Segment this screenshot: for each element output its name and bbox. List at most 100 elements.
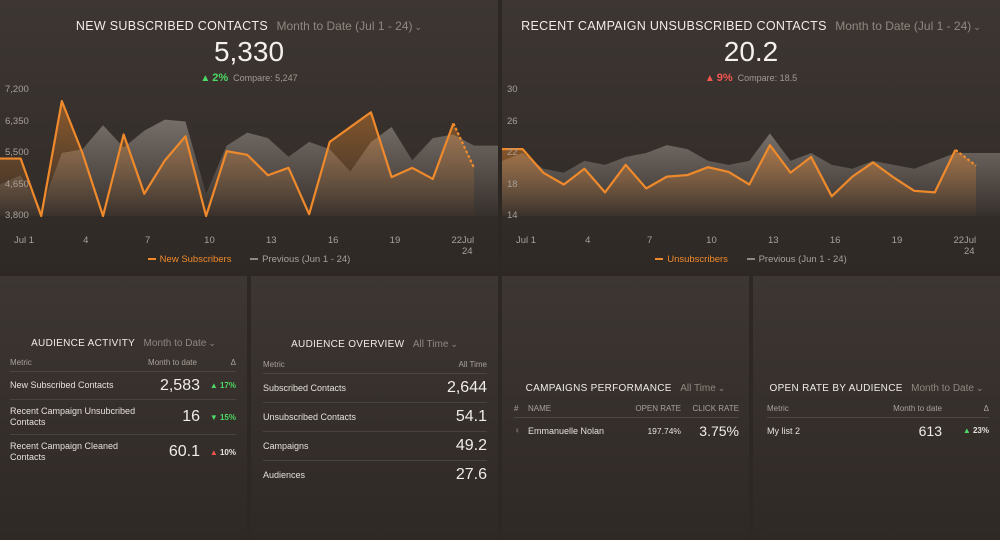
metric-name: My list 2 <box>767 425 801 436</box>
audience-overview-table: Metric All Time Subscribed Contacts 2,644… <box>263 360 487 490</box>
x-tick-label: 19 <box>389 235 401 246</box>
column-header: Δ <box>200 358 236 372</box>
period-selector[interactable]: Month to Date (Jul 1 - 24) ⌄ <box>835 19 981 33</box>
table-row[interactable]: My list 2 613 ▲ 23% <box>767 418 989 444</box>
kpi-value: 20.2 <box>723 36 779 67</box>
widget-title: NEW SUBSCRIBED CONTACTS <box>75 19 269 33</box>
metric-value: 2,644 <box>419 373 487 403</box>
x-tick-label: Jul 1 <box>515 235 537 246</box>
x-tick-label: 4 <box>83 235 89 246</box>
metric-value: 49.2 <box>419 431 487 461</box>
metric-value: 2,583 <box>145 371 200 400</box>
delta-value: 15% <box>219 412 236 422</box>
legend-item-previous[interactable]: Previous (Jun 1 - 24) <box>250 254 350 265</box>
x-tick-label: 22 <box>451 235 463 246</box>
chart-legend: Unsubscribers Previous (Jun 1 - 24) <box>502 254 1000 265</box>
triangle-up-icon: ▲ <box>704 73 715 84</box>
triangle-up-icon: ▲ <box>209 381 220 390</box>
series-current-projection <box>954 148 977 167</box>
open-rate-table: Metric Month to date Δ My list 2 613 ▲ 23% <box>767 404 989 444</box>
delta-cell: ▲ 23% <box>942 418 989 444</box>
x-tick-label: 16 <box>829 235 841 246</box>
legend-item-current[interactable]: Unsubscribers <box>655 254 728 265</box>
x-tick-label: 13 <box>768 235 779 246</box>
column-header: # <box>514 404 528 418</box>
table-row[interactable]: Subscribed Contacts 2,644 <box>263 373 487 403</box>
x-tick-label: 7 <box>144 235 151 246</box>
delta-cell: ▲ 10% <box>200 435 236 470</box>
x-tick-label: 10 <box>706 235 717 246</box>
audience-activity-widget: AUDIENCE ACTIVITY Month to Date ⌄ Metric … <box>0 276 247 540</box>
metric-name: Campaigns <box>263 431 420 461</box>
delta-cell: ▼ 15% <box>200 399 236 435</box>
table-row[interactable]: Unsubscribed Contacts 54.1 <box>263 402 487 432</box>
compare-text: Compare: 5,247 <box>233 73 298 83</box>
delta-value: 23% <box>972 426 989 436</box>
x-tick-label: Jul 24 <box>462 235 475 257</box>
triangle-down-icon: ▼ <box>209 412 220 422</box>
y-tick-label: 6,350 <box>5 115 29 127</box>
metric-value: 613 <box>918 422 942 439</box>
chevron-down-icon: ⌄ <box>208 338 216 348</box>
period-selector[interactable]: Month to Date ⌄ <box>143 338 216 349</box>
column-header: Metric <box>263 360 420 374</box>
series-current-line[interactable] <box>0 100 455 218</box>
table-row[interactable]: Recent Campaign Cleaned Contacts 60.1 ▲ 10… <box>10 435 236 470</box>
y-tick-label: 18 <box>507 178 518 190</box>
open-rate-by-audience-widget: OPEN RATE BY AUDIENCE Month to Date ⌄ Met… <box>753 276 1000 540</box>
legend-item-current[interactable]: New Subscribers <box>147 254 231 265</box>
delta-value: 10% <box>219 447 236 457</box>
period-selector[interactable]: Month to Date ⌄ <box>911 383 984 394</box>
table-row[interactable]: Audiences 27.6 <box>263 461 487 490</box>
metric-value: 27.6 <box>455 466 487 484</box>
period-selector[interactable]: All Time ⌄ <box>680 383 726 394</box>
click-rate: 3.75% <box>699 422 739 439</box>
delta-value: 17% <box>219 381 236 390</box>
chevron-down-icon: ⌄ <box>975 383 984 393</box>
x-tick-label: 22 <box>953 235 965 246</box>
x-tick-label: 16 <box>327 235 339 246</box>
chevron-down-icon: ⌄ <box>717 383 726 393</box>
kpi-change: 2% <box>212 72 229 84</box>
series-current-projection <box>452 122 475 169</box>
kpi-compare: ▲ 9% Compare: 18.5 <box>502 72 1000 84</box>
table-row[interactable]: Recent Campaign Unsubcribed Contacts 16 ▼ … <box>10 399 236 435</box>
period-selector[interactable]: All Time ⌄ <box>412 339 458 350</box>
series-current-area <box>502 145 976 216</box>
metric-name: Audiences <box>263 470 306 481</box>
period-selector[interactable]: Month to Date (Jul 1 - 24) ⌄ <box>276 19 423 33</box>
audience-overview-widget: AUDIENCE OVERVIEW All Time ⌄ Metric All T… <box>251 276 498 540</box>
kpi-value: 5,330 <box>213 36 285 67</box>
y-tick-label: 26 <box>507 115 518 127</box>
x-tick-label: 7 <box>646 235 653 246</box>
column-header: Month to date <box>145 358 200 372</box>
unsubscribed-contacts-widget: RECENT CAMPAIGN UNSUBSCRIBED CONTACTS Mo… <box>502 0 1000 272</box>
audience-activity-table: Metric Month to date Δ New Subscribed Co… <box>10 358 236 469</box>
table-row[interactable]: ♀ Emmanuelle Nolan 197.74% 3.75% <box>514 418 739 444</box>
line-chart[interactable] <box>502 0 1000 272</box>
widget-title: RECENT CAMPAIGN UNSUBSCRIBED CONTACTS <box>521 19 827 33</box>
metric-value: 60.1 <box>168 443 200 460</box>
table-row[interactable]: New Subscribed Contacts 2,583 ▲ 17% <box>10 371 236 400</box>
legend-item-previous[interactable]: Previous (Jun 1 - 24) <box>746 254 847 265</box>
x-tick-label: 10 <box>204 235 215 246</box>
y-tick-label: 30 <box>507 84 518 95</box>
y-tick-label: 5,500 <box>5 147 29 158</box>
column-header: Month to date <box>862 404 942 418</box>
campaign-name: Emmanuelle Nolan <box>528 425 605 436</box>
campaigns-performance-table: # NAME OPEN RATE CLICK RATE ♀ Emmanuelle … <box>514 404 739 444</box>
x-tick-label: 4 <box>585 235 591 246</box>
series-current-area <box>0 101 474 216</box>
y-tick-label: 4,650 <box>5 178 29 190</box>
open-rate: 197.74% <box>647 425 681 436</box>
widget-title: OPEN RATE BY AUDIENCE <box>769 383 903 394</box>
widget-title: AUDIENCE ACTIVITY <box>31 338 136 349</box>
metric-value: 16 <box>145 399 200 435</box>
column-header: All Time <box>419 360 487 374</box>
table-row[interactable]: Campaigns 49.2 <box>263 431 487 461</box>
column-header: OPEN RATE <box>623 404 681 418</box>
line-chart[interactable] <box>0 0 498 272</box>
triangle-up-icon: ▲ <box>962 426 973 436</box>
column-header: Δ <box>942 404 989 418</box>
series-current-line[interactable] <box>502 144 957 198</box>
